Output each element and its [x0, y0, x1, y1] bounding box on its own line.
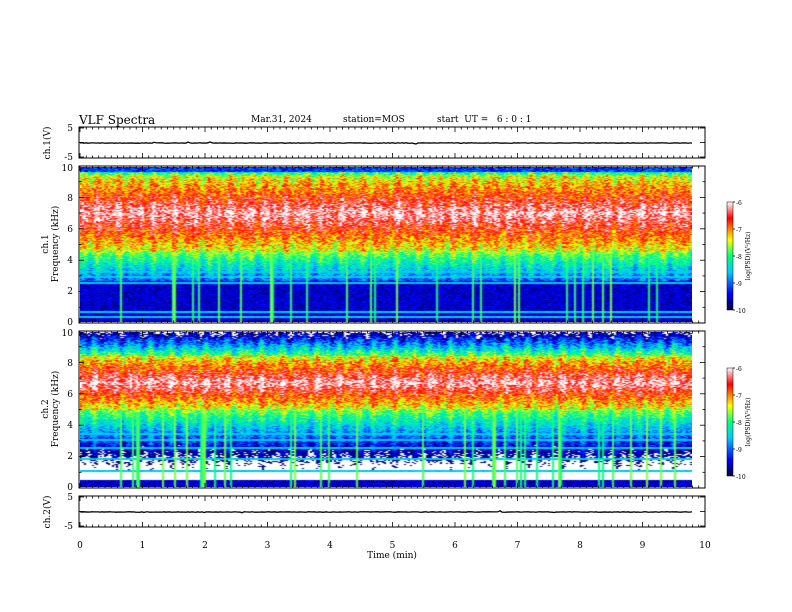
ch1-freq-tick-6: 6 — [67, 225, 73, 235]
ch1-wave-tick-neg5: -5 — [64, 153, 73, 163]
plot-title: VLF Spectra — [79, 113, 156, 127]
cb1-tick-neg7: -7 — [736, 227, 742, 234]
ch1-wave-ylabel: ch.1(V) — [42, 127, 53, 160]
ch1-freq-tick-0: 0 — [67, 318, 73, 328]
ch1-freq-tick-8: 8 — [67, 194, 73, 204]
ch2-waveform-trace — [79, 510, 693, 514]
ch2-spec-ylabel: Frequency (kHz) — [50, 371, 61, 448]
x-axis-label: Time (min) — [367, 550, 417, 561]
ch1-waveform-trace — [79, 141, 693, 145]
ch2-spectrogram — [80, 332, 692, 487]
cb1-tick-neg8: -8 — [736, 254, 742, 261]
ch1-colorbar — [726, 201, 734, 311]
ch1-spec-chan-label: ch.1 — [41, 234, 51, 253]
ch2-wave-ylabel: ch.2(V) — [42, 496, 53, 529]
ch2-freq-tick-4: 4 — [67, 421, 73, 431]
x-tick-8: 8 — [577, 541, 583, 551]
ch1-spec-ylabel: Frequency (kHz) — [50, 206, 61, 283]
cb2-label: log(PSD)(V²/Hz) — [745, 398, 752, 447]
cb2-tick-neg6: -6 — [736, 366, 742, 373]
date-label: Mar.31, 2024 — [251, 115, 312, 125]
ch2-freq-tick-8: 8 — [67, 359, 73, 369]
ch2-freq-tick-2: 2 — [67, 452, 73, 462]
x-tick-0: 0 — [77, 541, 83, 551]
x-tick-10: 10 — [699, 541, 711, 551]
ch2-freq-tick-10: 10 — [62, 329, 74, 339]
cb1-label: log(PSD)(V²/Hz) — [745, 232, 752, 281]
ch1-freq-tick-4: 4 — [67, 256, 73, 266]
cb1-tick-neg10: -10 — [736, 308, 746, 315]
cb2-tick-neg9: -9 — [736, 447, 742, 454]
x-tick-2: 2 — [202, 541, 208, 551]
cb1-tick-neg6: -6 — [736, 200, 742, 207]
cb1-tick-neg9: -9 — [736, 281, 742, 288]
cb2-tick-neg7: -7 — [736, 393, 742, 400]
ch2-spec-chan-label: ch.2 — [41, 399, 51, 418]
cb2-tick-neg8: -8 — [736, 420, 742, 427]
ch2-freq-tick-6: 6 — [67, 390, 73, 400]
x-tick-3: 3 — [265, 541, 271, 551]
x-tick-5: 5 — [390, 541, 396, 551]
ch2-colorbar — [726, 367, 734, 477]
x-tick-1: 1 — [140, 541, 146, 551]
x-tick-6: 6 — [452, 541, 458, 551]
station-label: station=MOS — [343, 115, 405, 125]
ch1-spectrogram — [80, 167, 692, 322]
cb2-tick-neg10: -10 — [736, 474, 746, 481]
ch1-freq-tick-10: 10 — [62, 164, 74, 174]
start-ut-label: start UT = 6 : 0 : 1 — [437, 115, 532, 125]
ch1-freq-tick-2: 2 — [67, 287, 73, 297]
x-tick-7: 7 — [515, 541, 521, 551]
ch1-wave-tick-5: 5 — [67, 124, 73, 134]
ch2-wave-tick-neg5: -5 — [64, 522, 73, 532]
ch2-freq-tick-0: 0 — [67, 483, 73, 493]
x-tick-4: 4 — [327, 541, 333, 551]
ch2-wave-tick-5: 5 — [67, 493, 73, 503]
x-tick-9: 9 — [640, 541, 646, 551]
